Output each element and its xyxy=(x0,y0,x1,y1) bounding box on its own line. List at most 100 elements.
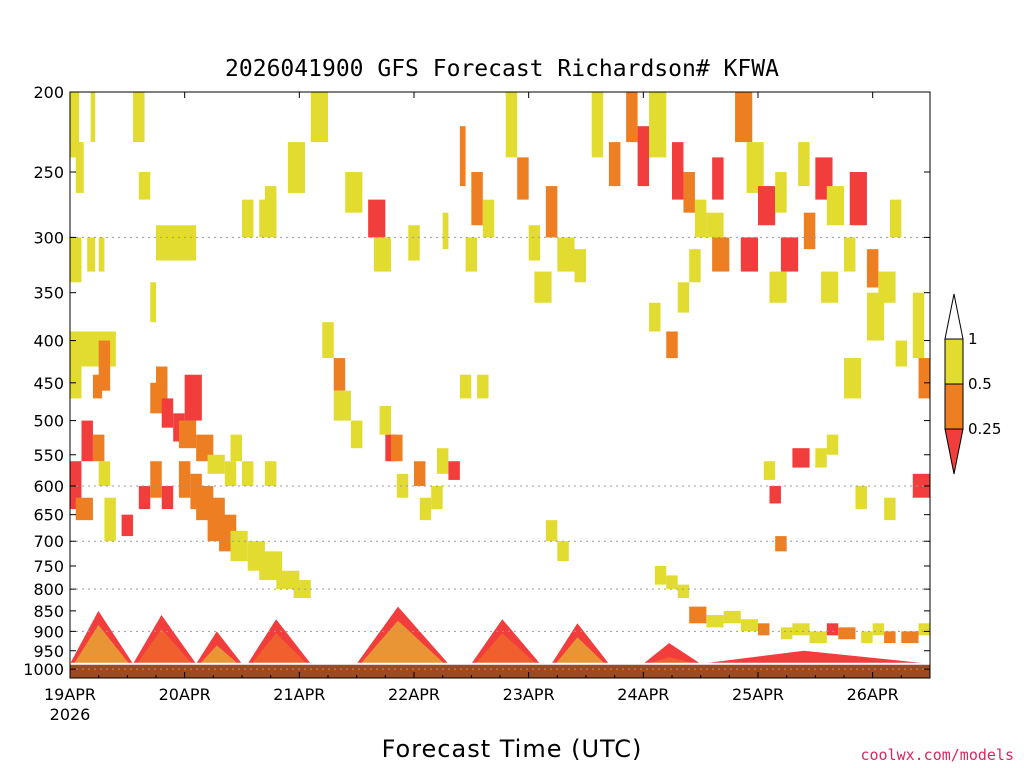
heatmap-cell xyxy=(70,331,82,399)
heatmap-cell xyxy=(895,340,908,367)
heatmap-cell xyxy=(866,292,885,341)
heatmap-cell xyxy=(408,225,420,261)
colorbar-legend: 1 0.5 0.25 xyxy=(944,293,1001,475)
heatmap-cell xyxy=(861,631,873,644)
x-tick-label: 22APR xyxy=(388,685,440,704)
colorbar-label: 1 xyxy=(968,330,978,348)
heatmap-cell xyxy=(150,282,156,323)
heatmap-cell xyxy=(780,627,793,640)
heatmap-cell xyxy=(379,405,392,435)
heatmap-cell xyxy=(826,623,839,636)
heatmap-cell xyxy=(545,186,558,238)
heatmap-cell xyxy=(373,237,392,272)
heatmap-cell xyxy=(792,448,810,468)
heatmap-cell xyxy=(333,390,351,421)
heatmap-cell xyxy=(133,92,145,143)
y-tick-label: 250 xyxy=(33,163,64,182)
surface-layer-mix xyxy=(647,657,697,664)
y-tick-label: 500 xyxy=(33,412,64,431)
heatmap-cell xyxy=(775,536,787,552)
heatmap-cell xyxy=(431,485,443,510)
x-tick-label: 19APR xyxy=(44,685,96,704)
heatmap-cell xyxy=(90,92,96,143)
heatmap-cell xyxy=(758,186,776,226)
x-axis: 19APR 20APR 21APR 22APR 23APR 24APR 25APR 26APR xyxy=(44,92,902,704)
heatmap-cell xyxy=(821,271,839,303)
heatmap-cell xyxy=(161,398,174,428)
heatmap-cell xyxy=(780,237,799,272)
surface-layer-mix xyxy=(251,633,307,664)
heatmap-cell xyxy=(459,126,466,187)
heatmap-cell xyxy=(264,461,277,486)
heatmap-cell xyxy=(528,225,541,261)
heatmap-cell xyxy=(121,514,134,537)
heatmap-cell xyxy=(70,237,82,283)
heatmap-cell xyxy=(156,366,168,399)
heatmap-cell xyxy=(626,92,638,143)
x-tick-label: 21APR xyxy=(273,685,325,704)
heatmap-cell xyxy=(391,434,403,462)
x-tick-label: 23APR xyxy=(503,685,555,704)
heatmap-cell xyxy=(803,212,816,250)
heatmap-cell xyxy=(574,249,586,283)
heatmap-cell xyxy=(649,92,667,158)
heatmap-cell xyxy=(104,497,116,542)
heatmap-cell xyxy=(677,584,690,598)
heatmap-cell xyxy=(87,237,96,272)
heatmap-cell xyxy=(706,212,724,238)
heatmap-cell xyxy=(482,199,495,238)
heatmap-cell xyxy=(242,199,254,238)
heatmap-cell xyxy=(649,302,661,332)
heatmap-cell xyxy=(637,126,650,187)
heatmap-cell xyxy=(557,541,569,562)
heatmap-cell xyxy=(689,606,707,624)
heatmap-cell xyxy=(465,237,478,272)
heatmap-cell xyxy=(81,420,93,462)
heatmap-cell xyxy=(419,497,432,521)
heatmap-layer xyxy=(70,92,930,644)
heatmap-cell xyxy=(138,172,151,200)
heatmap-cell xyxy=(310,92,328,143)
heatmap-cell xyxy=(414,461,426,486)
x-tick-label: 26APR xyxy=(847,685,899,704)
y-axis: 200 250 300 350 400 450 500 550 600 650 700 750 800 8… xyxy=(23,83,930,679)
heatmap-cell xyxy=(276,570,300,590)
heatmap-cell xyxy=(844,237,856,272)
heatmap-cell xyxy=(534,271,552,303)
heatmap-cell xyxy=(654,565,667,585)
heatmap-cell xyxy=(889,199,902,238)
x-tick-label: 20APR xyxy=(159,685,211,704)
y-tick-label: 1000 xyxy=(23,660,64,679)
heatmap-cell xyxy=(826,186,844,226)
heatmap-cell xyxy=(758,623,770,636)
heatmap-cell xyxy=(918,358,930,399)
heatmap-cell xyxy=(70,485,82,510)
heatmap-cell xyxy=(207,454,225,474)
heatmap-cell xyxy=(75,142,84,193)
heatmap-cell xyxy=(557,237,575,272)
heatmap-cell xyxy=(350,420,363,449)
heatmap-cell xyxy=(740,237,758,272)
heatmap-cell xyxy=(230,530,248,562)
heatmap-cell xyxy=(689,249,701,283)
heatmap-cell xyxy=(396,473,409,498)
heatmap-cell xyxy=(723,610,741,624)
heatmap-cell xyxy=(918,623,930,636)
heatmap-cell xyxy=(769,485,781,504)
heatmap-cell xyxy=(826,434,839,455)
heatmap-cell xyxy=(98,237,105,272)
heatmap-cell xyxy=(224,461,237,486)
y-tick-label: 900 xyxy=(33,622,64,641)
heatmap-cell xyxy=(608,142,621,187)
credit-text: coolwx.com/models xyxy=(860,746,1014,764)
heatmap-cell xyxy=(740,619,758,632)
y-tick-label: 300 xyxy=(33,228,64,247)
colorbar-bottom-arrow xyxy=(944,428,964,475)
y-tick-label: 850 xyxy=(33,602,64,621)
heatmap-cell xyxy=(287,142,306,193)
x-tick-label: 24APR xyxy=(617,685,669,704)
y-tick-label: 800 xyxy=(33,580,64,599)
surface-layer-red xyxy=(643,643,701,664)
y-tick-label: 650 xyxy=(33,506,64,525)
